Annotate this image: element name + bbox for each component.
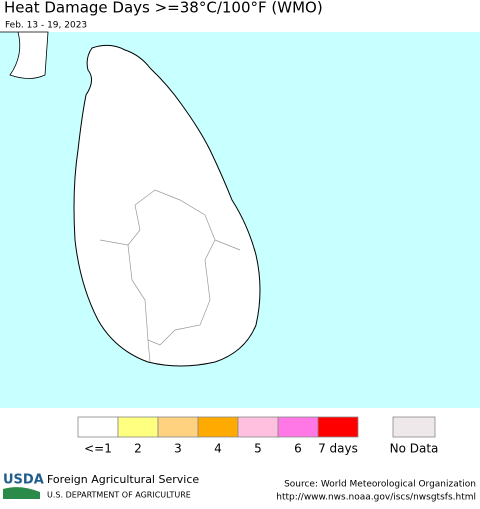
legend-swatch bbox=[237, 416, 279, 438]
legend-swatch bbox=[197, 416, 239, 438]
india-coast bbox=[0, 31, 49, 79]
legend-swatch bbox=[157, 416, 199, 438]
source-url: http://www.nws.noaa.gov/iscs/nwsgtsfs.ht… bbox=[276, 493, 476, 503]
legend-label: 6 bbox=[294, 442, 302, 456]
legend-swatch bbox=[317, 416, 359, 438]
title: Heat Damage Days >=38°C/100°F (WMO) bbox=[4, 0, 323, 17]
legend-label: No Data bbox=[390, 442, 439, 456]
legend-swatch bbox=[77, 416, 119, 438]
legend-label: 5 bbox=[254, 442, 262, 456]
legend-swatch bbox=[117, 416, 159, 438]
dept: U.S. DEPARTMENT OF AGRICULTURE bbox=[47, 491, 191, 500]
legend-swatch bbox=[392, 416, 436, 438]
logo-wave bbox=[3, 487, 40, 499]
source: Source: World Meteorological Organizatio… bbox=[284, 480, 476, 490]
legend-label: 2 bbox=[134, 442, 142, 456]
province-border bbox=[127, 189, 216, 346]
legend-label: <=1 bbox=[84, 442, 112, 456]
legend: <=1 2 3 4 5 6 7 days No Data bbox=[77, 416, 439, 456]
footer: USDA Foreign Agricultural Service U.S. D… bbox=[2, 473, 476, 503]
province-border bbox=[99, 239, 241, 363]
org: Foreign Agricultural Service bbox=[47, 473, 199, 486]
legend-label: 4 bbox=[214, 442, 222, 456]
island bbox=[73, 44, 261, 367]
map bbox=[0, 31, 480, 408]
logo: USDA bbox=[3, 473, 44, 488]
legend-swatch bbox=[277, 416, 319, 438]
subtitle: Feb. 13 - 19, 2023 bbox=[5, 21, 87, 31]
legend-label: 7 days bbox=[318, 442, 358, 456]
legend-label: 3 bbox=[174, 442, 182, 456]
